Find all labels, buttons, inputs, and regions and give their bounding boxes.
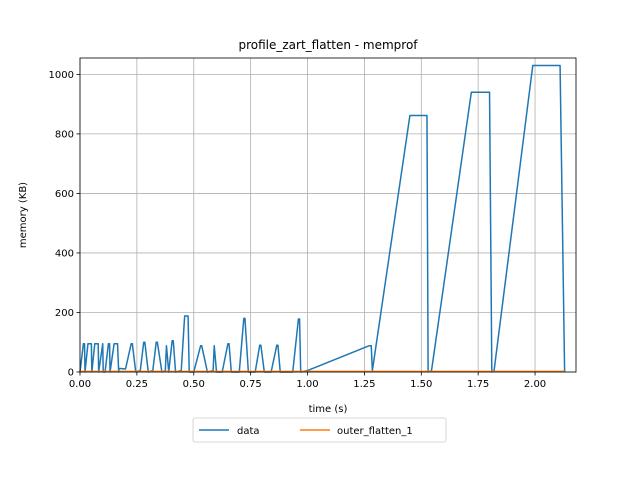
x-tick-label: 1.00 xyxy=(296,379,318,390)
x-tick-label: 1.50 xyxy=(410,379,432,390)
y-tick-label: 800 xyxy=(55,129,74,140)
x-axis: 0.00 0.25 0.50 0.75 1.00 1.25 1.50 1.75 2.00 xyxy=(69,372,546,390)
series-line-data xyxy=(79,64,566,373)
legend: data outer_flatten_1 xyxy=(192,417,447,443)
y-tick-label: 0 xyxy=(68,368,74,379)
y-tick-label: 1000 xyxy=(49,70,74,81)
series-layer xyxy=(79,64,566,373)
x-tick-label: 0.25 xyxy=(126,379,148,390)
x-tick-label: 0.75 xyxy=(240,379,262,390)
x-tick-label: 1.25 xyxy=(353,379,375,390)
legend-label-data: data xyxy=(237,426,260,437)
x-axis-title: time (s) xyxy=(309,404,348,415)
y-axis: 0 200 400 600 800 1000 xyxy=(49,70,80,379)
y-tick-label: 200 xyxy=(55,308,74,319)
x-tick-label: 0.00 xyxy=(69,379,91,390)
y-axis-title: memory (KB) xyxy=(18,182,29,248)
legend-label-outer-flatten-1: outer_flatten_1 xyxy=(337,426,413,437)
x-tick-label: 0.50 xyxy=(183,379,205,390)
x-tick-label: 1.75 xyxy=(467,379,489,390)
grid-layer xyxy=(79,58,576,373)
x-tick-label: 2.00 xyxy=(524,379,546,390)
chart-title: profile_zart_flatten - memprof xyxy=(238,38,418,52)
y-tick-label: 400 xyxy=(55,248,74,259)
plot-frame xyxy=(79,57,577,373)
y-tick-label: 600 xyxy=(55,189,74,200)
